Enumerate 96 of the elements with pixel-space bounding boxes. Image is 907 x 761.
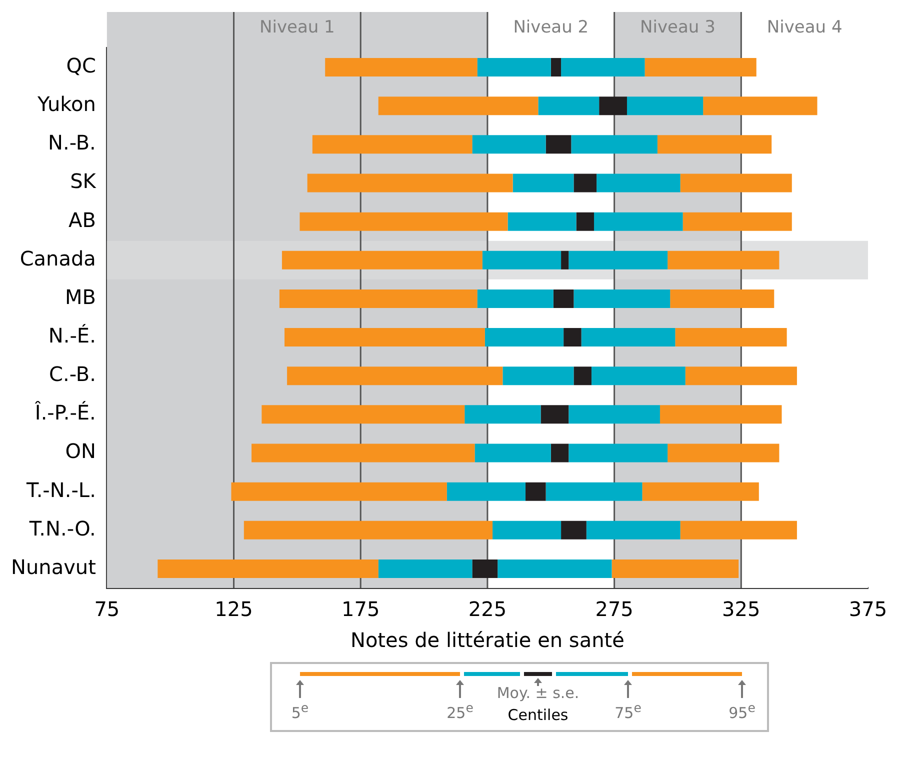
y-tick-label: N.-B. [48, 130, 96, 155]
bar [546, 135, 572, 154]
bar [685, 366, 797, 386]
bar [244, 520, 493, 540]
bar [312, 135, 472, 154]
bar [477, 58, 551, 77]
bar [574, 174, 597, 192]
bar [564, 328, 582, 347]
bar [586, 520, 680, 540]
bar [287, 366, 503, 386]
bar [472, 135, 546, 154]
bar [660, 405, 782, 424]
bar [657, 135, 772, 154]
bar [446, 482, 526, 501]
bar [464, 405, 541, 424]
bar [538, 96, 600, 116]
bar [668, 250, 780, 270]
bar [477, 289, 554, 308]
bar [561, 58, 645, 77]
bar [158, 559, 378, 578]
x-tick-label: 225 [468, 597, 507, 622]
bar [574, 289, 670, 308]
bar [282, 250, 482, 270]
bar [553, 289, 574, 308]
bar [378, 559, 472, 578]
bar [599, 96, 627, 116]
bar [482, 250, 562, 270]
y-tick-label: MB [64, 284, 96, 309]
bar [642, 482, 759, 501]
x-tick-label: 75 [94, 597, 120, 622]
bar [498, 559, 612, 578]
y-tick-label: QC [66, 53, 96, 78]
y-tick-label: Î.-P.-É. [34, 400, 96, 425]
y-tick-label: Yukon [36, 92, 96, 116]
bar [300, 212, 508, 231]
bar [512, 174, 574, 192]
bar [680, 174, 792, 192]
bar [550, 444, 569, 462]
bar [262, 405, 465, 424]
x-tick-label: 325 [722, 597, 760, 622]
bar [594, 212, 683, 231]
x-tick-label: 125 [214, 597, 253, 622]
band-label: Niveau 1 [260, 17, 335, 38]
bar [596, 174, 680, 192]
bar [626, 96, 704, 116]
bar [325, 58, 478, 77]
bar [284, 328, 485, 347]
bar [571, 135, 658, 154]
bar [231, 482, 447, 501]
x-tick-label: 175 [342, 597, 380, 622]
bar [568, 405, 660, 424]
bar [252, 444, 475, 462]
y-tick-label: SK [70, 169, 97, 194]
bar [484, 328, 564, 347]
x-tick-label: 375 [848, 597, 888, 622]
y-tick-label: N.-É. [48, 323, 96, 348]
bar [568, 250, 668, 270]
x-axis-title: Notes de littératie en santé [350, 628, 624, 652]
band-label: Niveau 3 [640, 17, 716, 38]
y-tick-label: T.-N.-L. [25, 478, 96, 502]
bar [550, 58, 562, 77]
bar [670, 289, 774, 308]
bar [474, 444, 551, 462]
y-tick-label: Canada [20, 246, 96, 270]
bar [492, 520, 562, 540]
bar [540, 405, 569, 424]
bar [612, 559, 739, 578]
y-tick-label: ON [65, 439, 96, 464]
y-tick-label: C.-B. [49, 362, 96, 386]
band-label: Niveau 4 [766, 17, 842, 38]
bar [307, 174, 513, 192]
bar [682, 212, 792, 231]
bar [526, 482, 546, 501]
bar [502, 366, 574, 386]
bar [508, 212, 576, 231]
y-tick-label: Nunavut [11, 554, 96, 579]
bar [591, 366, 686, 386]
y-tick-label: T.N.-O. [28, 516, 96, 540]
bar [680, 520, 797, 540]
bar [703, 96, 818, 116]
bar [574, 366, 592, 386]
bar [581, 328, 676, 347]
bar [472, 559, 498, 578]
y-tick-label: AB [68, 208, 96, 232]
bar [279, 289, 478, 308]
bar [561, 250, 569, 270]
bar [576, 212, 594, 231]
bar [546, 482, 642, 501]
bar [675, 328, 787, 347]
bar [644, 58, 756, 77]
bar [668, 444, 780, 462]
bar [568, 444, 668, 462]
bar [561, 520, 586, 540]
bar [378, 96, 538, 116]
x-tick-label: 275 [595, 597, 634, 622]
band-label: Niveau 2 [513, 17, 589, 38]
